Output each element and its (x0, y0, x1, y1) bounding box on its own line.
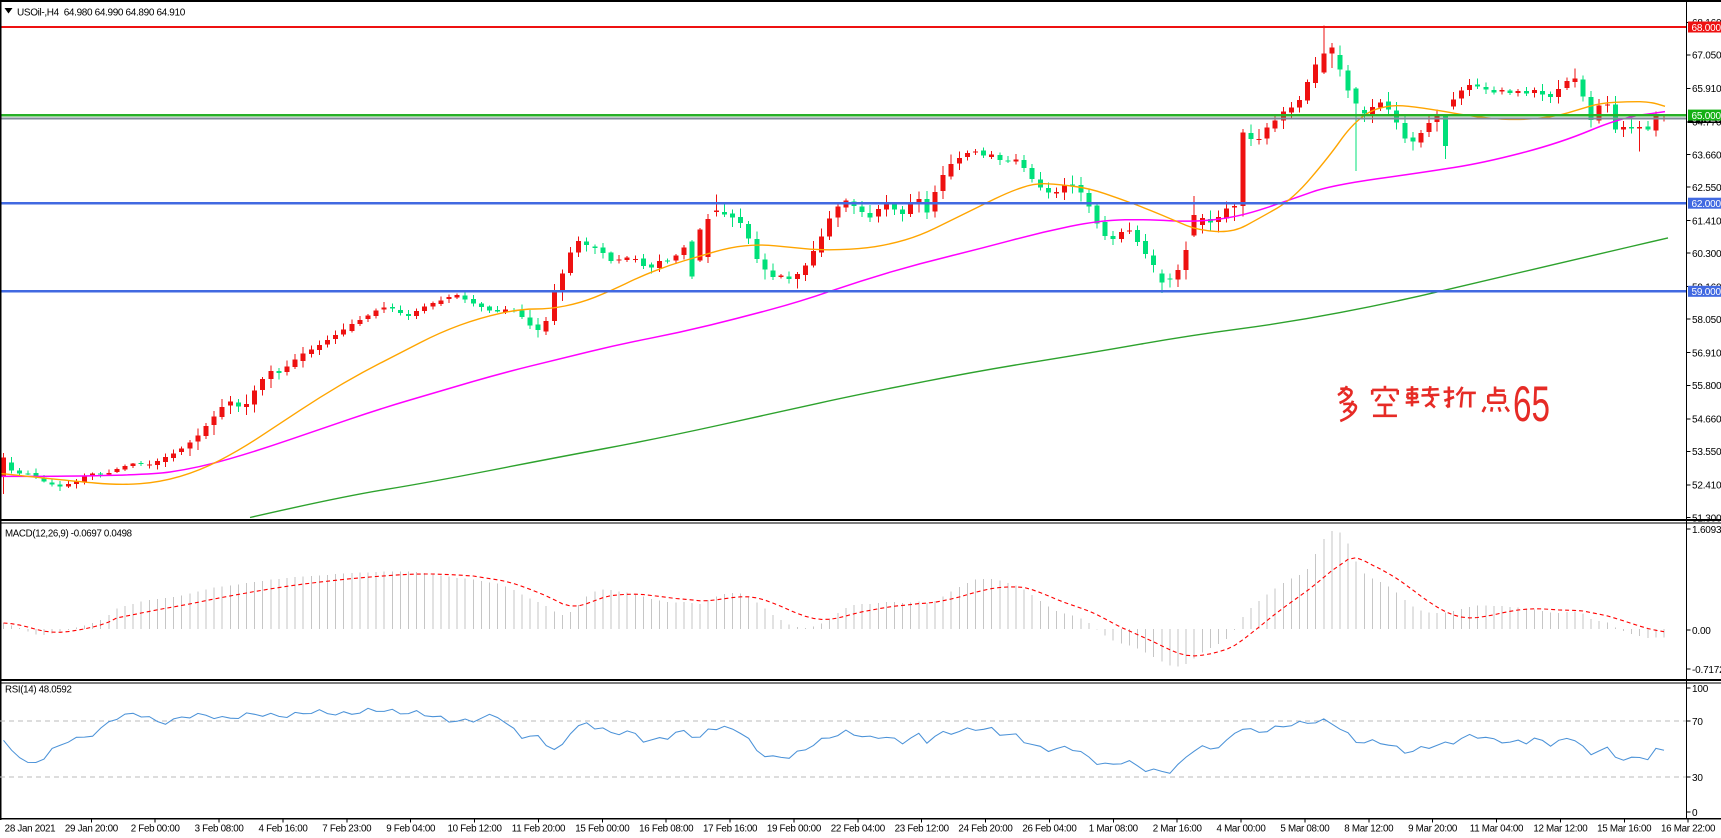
svg-text:55.800: 55.800 (1692, 381, 1721, 392)
svg-text:7 Feb 23:00: 7 Feb 23:00 (322, 824, 372, 835)
svg-text:0: 0 (1692, 808, 1698, 819)
svg-text:51.300: 51.300 (1692, 513, 1721, 524)
svg-text:12 Mar 12:00: 12 Mar 12:00 (1533, 824, 1588, 835)
svg-text:52.410: 52.410 (1692, 481, 1721, 492)
svg-text:28 Jan 2021: 28 Jan 2021 (5, 824, 56, 835)
svg-text:53.550: 53.550 (1692, 447, 1721, 458)
svg-text:16 Feb 08:00: 16 Feb 08:00 (639, 824, 694, 835)
svg-text:61.410: 61.410 (1692, 216, 1721, 227)
svg-text:65.910: 65.910 (1692, 84, 1721, 95)
svg-text:65: 65 (1513, 376, 1550, 432)
svg-text:58.050: 58.050 (1692, 315, 1721, 326)
svg-text:16 Mar 22:00: 16 Mar 22:00 (1661, 824, 1716, 835)
svg-text:4 Feb 16:00: 4 Feb 16:00 (259, 824, 309, 835)
svg-text:2 Mar 16:00: 2 Mar 16:00 (1153, 824, 1203, 835)
svg-text:62.550: 62.550 (1692, 183, 1721, 194)
svg-text:MACD(12,26,9) -0.0697 0.0498: MACD(12,26,9) -0.0697 0.0498 (5, 529, 132, 540)
svg-text:54.660: 54.660 (1692, 415, 1721, 426)
svg-text:62.000: 62.000 (1692, 199, 1721, 210)
svg-text:9 Feb 04:00: 9 Feb 04:00 (386, 824, 436, 835)
svg-text:65.000: 65.000 (1692, 111, 1721, 122)
svg-text:67.050: 67.050 (1692, 51, 1721, 62)
svg-text:70: 70 (1692, 717, 1703, 728)
svg-text:2 Feb 00:00: 2 Feb 00:00 (131, 824, 181, 835)
svg-text:15 Mar 16:00: 15 Mar 16:00 (1597, 824, 1652, 835)
svg-text:29 Jan 20:00: 29 Jan 20:00 (65, 824, 119, 835)
svg-text:3 Feb 08:00: 3 Feb 08:00 (195, 824, 245, 835)
svg-text:5 Mar 08:00: 5 Mar 08:00 (1280, 824, 1330, 835)
svg-text:4 Mar 00:00: 4 Mar 00:00 (1217, 824, 1267, 835)
svg-text:10 Feb 12:00: 10 Feb 12:00 (448, 824, 503, 835)
svg-text:RSI(14) 48.0592: RSI(14) 48.0592 (5, 685, 72, 696)
svg-text:9 Mar 20:00: 9 Mar 20:00 (1408, 824, 1458, 835)
svg-text:USOil-,H4 64.980 64.990 64.89: USOil-,H4 64.980 64.990 64.890 64.910 (17, 8, 186, 19)
svg-text:68.000: 68.000 (1692, 23, 1721, 34)
svg-text:30: 30 (1692, 773, 1703, 784)
svg-text:100: 100 (1692, 684, 1709, 695)
svg-text:64.770: 64.770 (1692, 118, 1721, 129)
svg-text:22 Feb 04:00: 22 Feb 04:00 (831, 824, 886, 835)
svg-text:15 Feb 00:00: 15 Feb 00:00 (575, 824, 630, 835)
svg-text:1.6093: 1.6093 (1692, 525, 1721, 536)
svg-text:59.000: 59.000 (1692, 287, 1721, 298)
svg-text:1 Mar 08:00: 1 Mar 08:00 (1089, 824, 1139, 835)
svg-text:23 Feb 12:00: 23 Feb 12:00 (895, 824, 950, 835)
svg-text:11 Mar 04:00: 11 Mar 04:00 (1470, 824, 1524, 835)
svg-text:60.300: 60.300 (1692, 249, 1721, 260)
svg-text:0.00: 0.00 (1692, 626, 1711, 637)
svg-text:63.660: 63.660 (1692, 150, 1721, 161)
svg-text:24 Feb 20:00: 24 Feb 20:00 (958, 824, 1013, 835)
svg-text:-0.7172: -0.7172 (1692, 665, 1721, 676)
svg-text:56.910: 56.910 (1692, 349, 1721, 360)
svg-text:26 Feb 04:00: 26 Feb 04:00 (1022, 824, 1077, 835)
svg-text:19 Feb 00:00: 19 Feb 00:00 (767, 824, 822, 835)
svg-text:17 Feb 16:00: 17 Feb 16:00 (703, 824, 758, 835)
svg-text:11 Feb 20:00: 11 Feb 20:00 (512, 824, 566, 835)
svg-text:8 Mar 12:00: 8 Mar 12:00 (1344, 824, 1394, 835)
